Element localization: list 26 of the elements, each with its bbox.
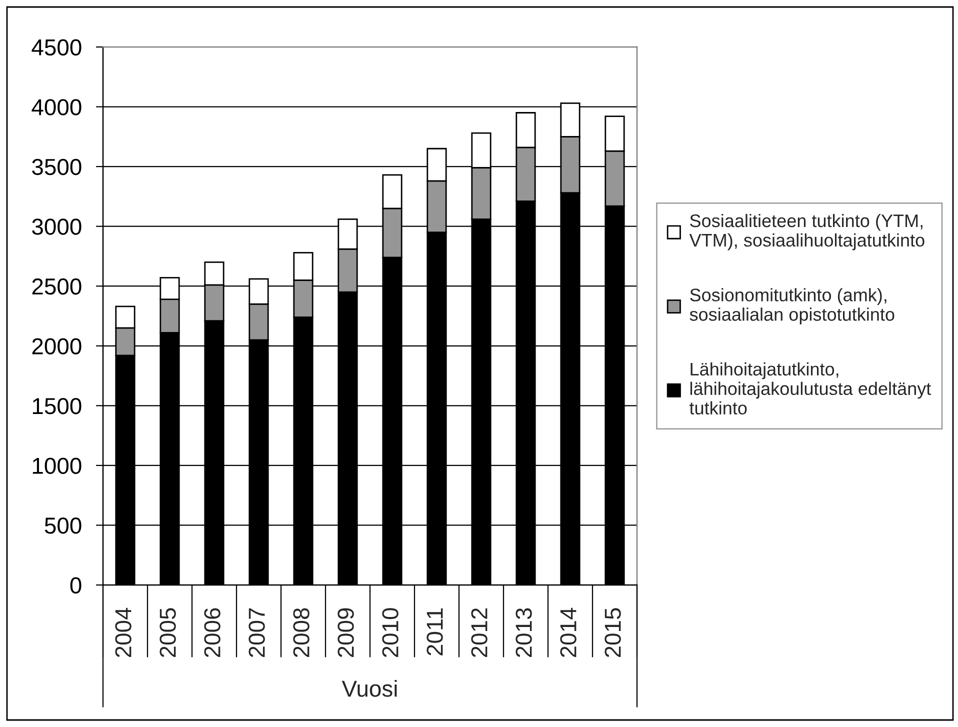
x-tick-label: 2015 [604, 608, 621, 658]
y-tick-label: 500 [44, 518, 82, 534]
x-tick-label: 2014 [560, 608, 576, 658]
x-tick-label: 2012 [471, 608, 488, 658]
legend-label: Sosiaalitieteen tutkinto (YTM, VTM), sosiaalihuoltajatutkinto [689, 214, 924, 250]
x-tick-label: 2009 [338, 608, 354, 658]
x-axis-title: Vuosi [342, 680, 397, 697]
y-tick-label: 2000 [32, 338, 82, 354]
y-tick-label: 4000 [32, 99, 82, 116]
legend-label: Sosionomitutkinto (amk), sosiaalialan opistotutkinto [690, 288, 894, 324]
x-tick-label: 2010 [382, 608, 398, 658]
x-tick-label: 2007 [248, 608, 265, 658]
y-tick-label: 2500 [32, 278, 82, 295]
x-tick-label: 2004 [115, 608, 132, 658]
y-tick-label: 3500 [32, 158, 82, 176]
x-tick-label: 2005 [160, 608, 176, 658]
x-tick-label: 2008 [293, 608, 310, 658]
y-tick-label: 3000 [32, 218, 82, 235]
x-tick-label: 2011 [426, 608, 443, 656]
y-tick-label: 4500 [32, 39, 82, 56]
y-tick-label: 1500 [32, 398, 82, 414]
legend-label: Lähihoitajatutkinto, lähihoitajakoulutusta edeltänyt tutkinto [690, 362, 932, 414]
y-tick-label: 1000 [32, 458, 82, 474]
x-tick-label: 2006 [204, 608, 220, 658]
x-tick-label: 2013 [516, 608, 532, 658]
y-tick-label: 0 [70, 577, 82, 594]
